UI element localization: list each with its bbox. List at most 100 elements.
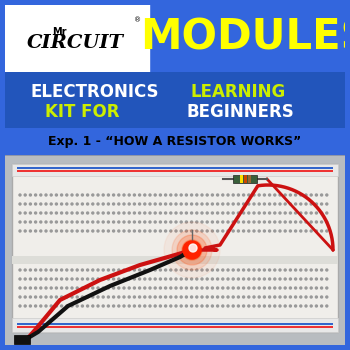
Circle shape [113, 269, 114, 271]
Circle shape [118, 269, 120, 271]
Circle shape [315, 212, 317, 214]
Circle shape [139, 296, 141, 298]
Bar [12, 164, 338, 332]
Circle shape [289, 194, 292, 196]
Circle shape [175, 278, 177, 280]
Circle shape [186, 269, 187, 271]
Circle shape [191, 230, 192, 232]
Bar [240, 175, 243, 183]
Circle shape [159, 269, 161, 271]
Circle shape [201, 296, 203, 298]
Text: MODULES: MODULES [140, 17, 350, 59]
Circle shape [232, 230, 234, 232]
Circle shape [133, 221, 135, 223]
Circle shape [217, 296, 219, 298]
Circle shape [149, 269, 151, 271]
Circle shape [258, 221, 260, 223]
Circle shape [40, 212, 42, 214]
Circle shape [211, 230, 214, 232]
Circle shape [175, 305, 177, 307]
Circle shape [86, 221, 89, 223]
Circle shape [144, 305, 146, 307]
Circle shape [180, 296, 182, 298]
Circle shape [191, 212, 192, 214]
Circle shape [253, 296, 255, 298]
Circle shape [321, 287, 323, 289]
Circle shape [154, 203, 156, 205]
Circle shape [92, 287, 94, 289]
Circle shape [191, 269, 192, 271]
Circle shape [289, 221, 292, 223]
Circle shape [61, 212, 63, 214]
Circle shape [295, 269, 296, 271]
Circle shape [92, 203, 94, 205]
Circle shape [45, 269, 47, 271]
Bar [17, 170, 333, 172]
Circle shape [24, 203, 26, 205]
Circle shape [164, 221, 167, 223]
Circle shape [24, 305, 26, 307]
Circle shape [107, 296, 110, 298]
Circle shape [40, 269, 42, 271]
Circle shape [128, 269, 130, 271]
Circle shape [295, 287, 296, 289]
Circle shape [284, 278, 286, 280]
Circle shape [274, 269, 276, 271]
Circle shape [237, 221, 239, 223]
Circle shape [76, 221, 78, 223]
Circle shape [326, 212, 328, 214]
Circle shape [71, 269, 73, 271]
Circle shape [128, 221, 130, 223]
Circle shape [97, 269, 99, 271]
Circle shape [149, 296, 151, 298]
Circle shape [139, 269, 141, 271]
Circle shape [310, 203, 312, 205]
Circle shape [191, 194, 192, 196]
Circle shape [295, 203, 296, 205]
Circle shape [289, 287, 292, 289]
Bar [345, 0, 350, 350]
Circle shape [268, 203, 271, 205]
Circle shape [97, 212, 99, 214]
Circle shape [40, 278, 42, 280]
Circle shape [180, 194, 182, 196]
Circle shape [211, 194, 214, 196]
Circle shape [45, 194, 47, 196]
Circle shape [186, 212, 187, 214]
Circle shape [227, 203, 229, 205]
Circle shape [222, 269, 224, 271]
Circle shape [19, 203, 21, 205]
Circle shape [71, 203, 73, 205]
Circle shape [300, 194, 302, 196]
Circle shape [321, 269, 323, 271]
Circle shape [50, 203, 52, 205]
Circle shape [264, 305, 265, 307]
Circle shape [35, 230, 37, 232]
Circle shape [237, 305, 239, 307]
Circle shape [82, 269, 83, 271]
Circle shape [71, 221, 73, 223]
Circle shape [92, 296, 94, 298]
Circle shape [253, 203, 255, 205]
Circle shape [222, 296, 224, 298]
Circle shape [222, 203, 224, 205]
Circle shape [279, 278, 281, 280]
Circle shape [196, 269, 198, 271]
Circle shape [289, 305, 292, 307]
Circle shape [133, 278, 135, 280]
Circle shape [159, 221, 161, 223]
Circle shape [191, 305, 192, 307]
Circle shape [55, 230, 57, 232]
Circle shape [217, 230, 219, 232]
Circle shape [82, 194, 83, 196]
Circle shape [97, 296, 99, 298]
Circle shape [139, 212, 141, 214]
Circle shape [305, 269, 307, 271]
Text: CIRCUIT: CIRCUIT [27, 34, 124, 52]
Circle shape [191, 221, 192, 223]
Circle shape [139, 221, 141, 223]
Circle shape [107, 203, 110, 205]
Circle shape [264, 269, 265, 271]
Circle shape [248, 194, 250, 196]
Circle shape [113, 296, 114, 298]
